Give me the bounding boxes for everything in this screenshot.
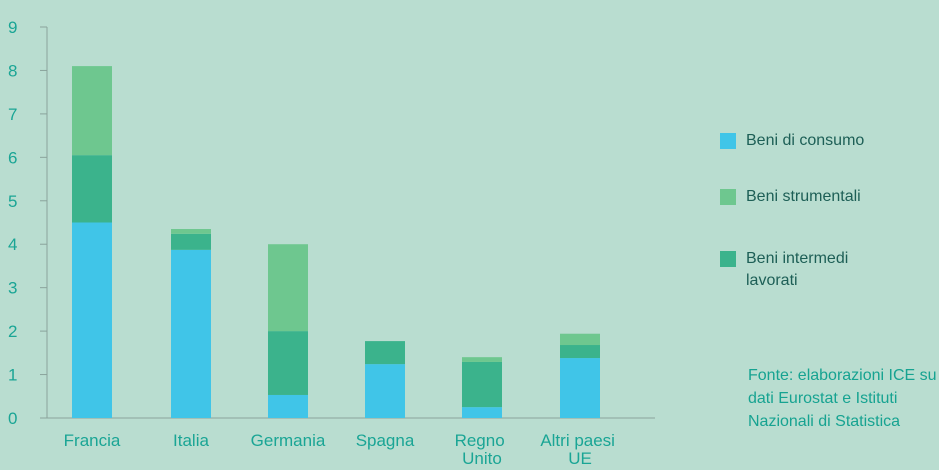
bar-segment xyxy=(268,244,308,332)
x-tick-label-line: Unito xyxy=(462,449,502,468)
legend: Beni di consumo Beni strumentali Beni inte… xyxy=(720,130,930,292)
bar-segment xyxy=(72,155,112,223)
y-tick-label: 3 xyxy=(8,279,17,298)
bar-segment xyxy=(462,357,502,362)
source-note: Fonte: elaborazioni ICE su dati Eurostat… xyxy=(748,367,937,430)
legend-swatch xyxy=(720,133,736,149)
x-tick-label: Francia xyxy=(64,431,121,450)
bar-segment xyxy=(171,233,211,250)
x-tick-label-line: Regno xyxy=(455,431,510,450)
legend-item: Beni intermedi lavorati xyxy=(720,248,896,292)
x-tick-label: Spagna xyxy=(356,431,415,450)
y-tick-label: 1 xyxy=(8,366,17,385)
bar-segment xyxy=(72,222,112,418)
y-tick-label: 9 xyxy=(8,18,17,37)
legend-item: Beni di consumo xyxy=(720,130,896,152)
y-tick-label: 5 xyxy=(8,192,17,211)
bar-segment xyxy=(365,364,405,418)
legend-swatch xyxy=(720,251,736,267)
x-tick-label: Altri paesi UE xyxy=(540,431,619,468)
bar-segment xyxy=(462,361,502,408)
bar-segment xyxy=(171,229,211,234)
x-tick-label-line: Altri paesi xyxy=(540,431,619,450)
bar-segment xyxy=(365,341,405,365)
bar-segment xyxy=(462,407,502,418)
x-tick-label: Germania xyxy=(251,431,326,450)
bar-segment xyxy=(268,394,308,418)
bar-segment xyxy=(171,249,211,418)
y-tick-label: 2 xyxy=(8,322,17,341)
bar-segment xyxy=(560,333,600,346)
y-tick-label: 4 xyxy=(8,235,17,254)
x-tick-label: Italia xyxy=(173,431,209,450)
y-tick-label: 7 xyxy=(8,105,17,124)
bar-segment xyxy=(560,358,600,418)
legend-item: Beni strumentali xyxy=(720,186,896,208)
y-tick-label: 8 xyxy=(8,61,17,80)
legend-swatch xyxy=(720,189,736,205)
y-tick-label: 6 xyxy=(8,148,17,167)
bar-segment xyxy=(268,331,308,395)
legend-label: Beni di consumo xyxy=(746,132,865,149)
legend-label: Beni intermedi lavorati xyxy=(746,250,849,289)
chart: 0 1 2 3 4 5 6 7 8 9 Francia Italia Germania Spagna Reg… xyxy=(8,18,655,468)
x-tick-label: Regno Unito xyxy=(455,431,510,468)
bar-segment xyxy=(72,66,112,156)
x-tick-label-line: UE xyxy=(568,449,592,468)
legend-label: Beni strumentali xyxy=(746,188,861,205)
y-tick-label: 0 xyxy=(8,409,17,428)
bar-segment xyxy=(560,345,600,359)
